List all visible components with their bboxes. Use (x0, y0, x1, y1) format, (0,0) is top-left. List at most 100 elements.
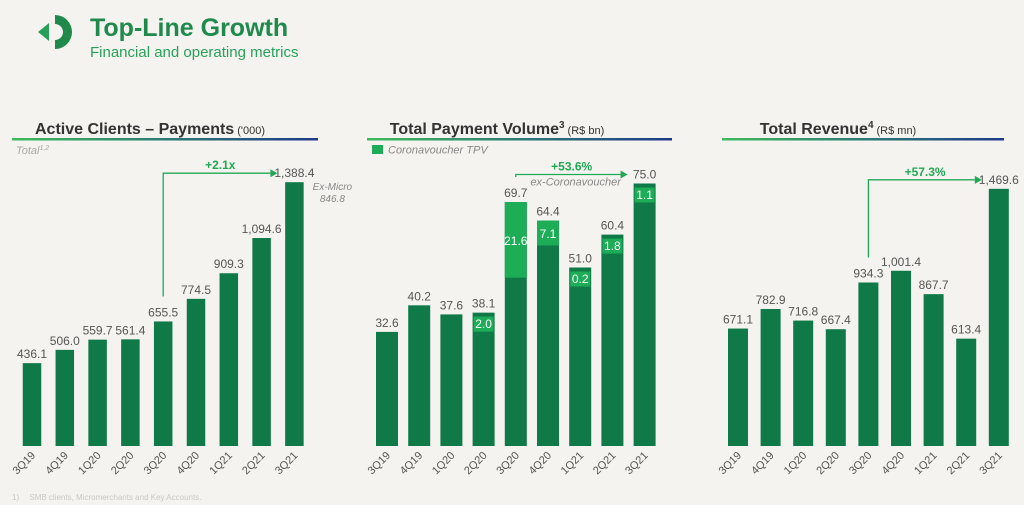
footnote-number: 1) (12, 493, 20, 502)
bar (793, 320, 814, 446)
side-note-value: 846.8 (320, 194, 345, 205)
data-label: 613.4 (951, 323, 981, 337)
bar (186, 298, 206, 446)
data-label: 716.8 (788, 305, 818, 319)
data-label: 69.7 (504, 186, 528, 200)
data-label: 40.2 (408, 289, 432, 303)
legend-label: Coronavoucher TPV (388, 145, 489, 157)
side-note-title: Ex-Micro (313, 182, 353, 193)
chart-title-rule (722, 138, 1004, 141)
page-title: Top-Line Growth (90, 14, 289, 42)
category-label: 1Q20 (76, 450, 104, 478)
coronavoucher-label: 1.8 (604, 239, 621, 253)
category-label: 4Q20 (175, 450, 203, 478)
data-label: 909.3 (214, 257, 244, 271)
chart-panel-3: Total Revenue4 (R$ mn) 671.1 3Q19 782.9 4Q19 7… (717, 120, 1020, 477)
category-label: 1Q20 (430, 450, 458, 478)
bar (55, 349, 75, 446)
footnote-text: SMB clients, Micromerchants and Key Acco… (29, 493, 202, 502)
coronavoucher-label: 1.1 (636, 188, 653, 202)
data-label: 506.0 (50, 334, 80, 348)
series-label-text: Total (16, 145, 40, 157)
growth-arrow-line (867, 179, 975, 258)
category-label: 3Q21 (977, 450, 1005, 478)
data-label: 561.4 (115, 323, 145, 337)
coronavoucher-segment (537, 220, 559, 246)
data-label: 51.0 (569, 252, 593, 266)
bar (252, 238, 271, 446)
category-label: 1Q21 (559, 450, 587, 478)
legend-swatch (372, 145, 383, 154)
data-label: 559.7 (83, 324, 113, 338)
category-label: 3Q20 (847, 450, 875, 478)
category-label: 4Q20 (527, 450, 555, 478)
coronavoucher-label: 0.2 (572, 272, 589, 286)
data-label: 1,469.6 (979, 173, 1019, 187)
data-label: 934.3 (853, 266, 883, 280)
bar (728, 328, 748, 446)
data-label: 37.6 (440, 298, 464, 312)
bar (633, 183, 656, 446)
growth-arrow-head (974, 175, 982, 184)
category-label: 2Q21 (240, 450, 268, 478)
chart-title: Active Clients – Payments ('000) (35, 121, 265, 138)
data-label: 1,094.6 (242, 222, 282, 236)
chart-unit: (R$ mn) (877, 125, 917, 137)
bar (569, 267, 592, 446)
bar (472, 312, 495, 446)
category-label: 1Q21 (912, 450, 940, 478)
data-label: 655.5 (148, 305, 178, 319)
category-label: 2Q21 (945, 450, 973, 478)
bar (825, 329, 846, 446)
category-label: 4Q20 (880, 450, 908, 478)
bar (956, 338, 977, 446)
bar (537, 220, 559, 446)
growth-arrow-head (270, 169, 278, 178)
bar (858, 282, 879, 446)
chart-unit: ('000) (237, 125, 265, 137)
data-label: 774.5 (181, 283, 211, 297)
category-label: 2Q21 (591, 450, 619, 478)
category-label: 4Q19 (43, 450, 71, 478)
bar (121, 339, 140, 446)
category-label: 1Q21 (207, 450, 235, 478)
growth-arrow-head (620, 170, 628, 179)
category-label: 3Q21 (273, 450, 301, 478)
category-label: 3Q19 (717, 450, 745, 478)
category-label: 2Q20 (109, 450, 137, 478)
category-label: 2Q20 (462, 450, 490, 478)
chart-panel-2: Total Payment Volume3 (R$ bn) Coronavouche… (366, 120, 672, 477)
chart-title: Total Revenue4 (R$ mn) (760, 120, 916, 138)
coronavoucher-label: 21.6 (504, 234, 528, 248)
bar (285, 182, 304, 447)
chart-title-rule (367, 138, 672, 141)
bar (923, 294, 944, 446)
chart-title-text: Total Revenue (760, 121, 868, 138)
growth-label: +53.6% (551, 160, 592, 174)
chart-title-sup: 3 (559, 120, 565, 131)
data-label: 60.4 (601, 219, 625, 233)
data-label: 782.9 (756, 293, 786, 307)
coronavoucher-segment (602, 238, 623, 254)
chart-unit: (R$ bn) (568, 125, 605, 137)
bar (988, 188, 1009, 446)
chart-title-sup: 4 (868, 120, 874, 131)
bar (760, 308, 781, 446)
bar (408, 305, 431, 446)
bar (891, 270, 911, 446)
bar (601, 234, 624, 446)
growth-label: +57.3% (905, 165, 946, 179)
chart-title-text: Total Payment Volume (390, 121, 559, 138)
category-label: 2Q20 (814, 450, 842, 478)
chart-title-text: Active Clients – Payments (35, 121, 234, 138)
data-label: 667.4 (821, 313, 851, 327)
bar (153, 321, 173, 446)
growth-label: +2.1x (205, 158, 236, 172)
category-label: 1Q20 (782, 450, 810, 478)
coronavoucher-label: 2.0 (475, 317, 492, 331)
chart-title: Total Payment Volume3 (R$ bn) (390, 120, 604, 138)
coronavoucher-segment (634, 187, 655, 203)
growth-note: ex-Coronavoucher (530, 177, 622, 189)
company-logo-icon (38, 14, 73, 49)
growth-arrow-line (162, 172, 271, 297)
